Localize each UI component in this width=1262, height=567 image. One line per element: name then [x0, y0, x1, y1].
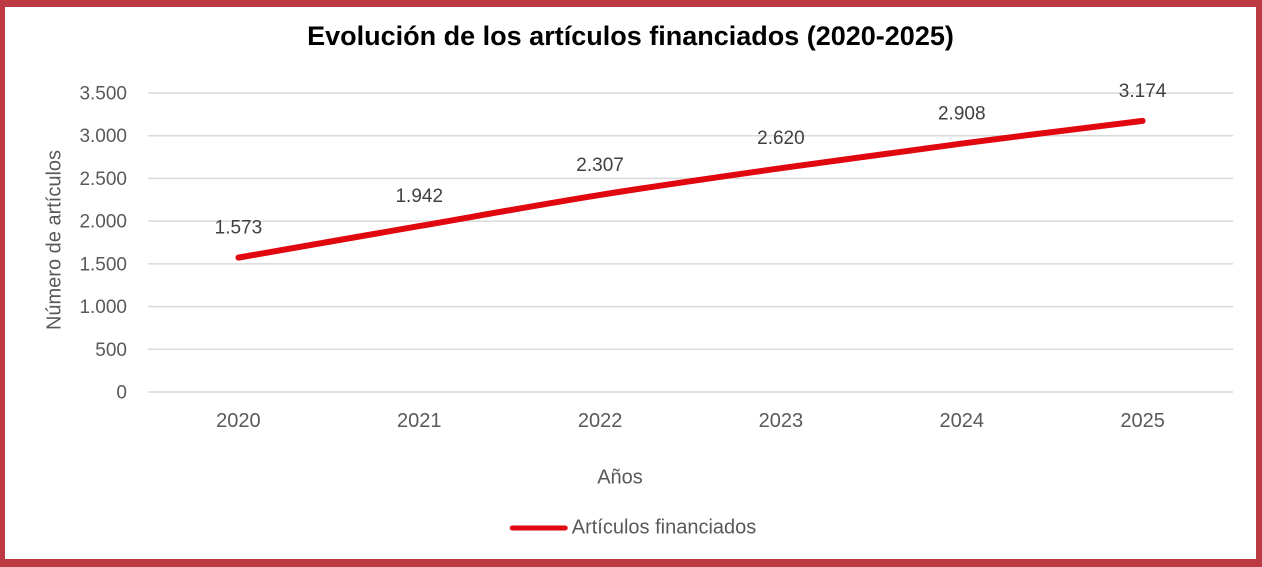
legend-line-marker: [509, 525, 568, 531]
data-label: 3.174: [1119, 81, 1167, 102]
legend-series-label: Artículos financiados: [571, 516, 757, 539]
x-axis-title: Años: [597, 466, 643, 489]
series-line: [235, 117, 1146, 261]
x-tick-label: 2021: [397, 410, 442, 432]
x-tick-label: 2022: [578, 410, 623, 432]
y-tick-label: 500: [95, 340, 127, 361]
plot-area: 0 500 1.000 1.500 2.000 2.500 3.000 3.500 2020 20…: [79, 81, 1233, 432]
y-tick-label: 3.500: [79, 84, 127, 105]
legend: Artículos financiados: [509, 516, 757, 540]
y-tick-label: 3.000: [79, 126, 127, 147]
data-label: 2.908: [938, 104, 986, 125]
chart-title: Evolución de los artículos financiados (…: [307, 21, 954, 51]
y-axis-title: Número de artículos: [43, 149, 66, 331]
y-tick-label: 1.500: [79, 254, 127, 275]
x-tick-label: 2023: [759, 410, 804, 432]
data-label: 2.620: [757, 128, 805, 149]
data-label: 2.307: [576, 155, 624, 176]
y-tick-label: 2.000: [79, 212, 127, 233]
y-tick-label: 2.500: [79, 169, 127, 190]
y-tick-label: 0: [116, 383, 127, 404]
x-tick-label: 2024: [940, 410, 985, 432]
x-tick-label: 2025: [1120, 410, 1165, 432]
data-label: 1.573: [215, 218, 263, 239]
data-label: 1.942: [395, 186, 443, 207]
y-tick-label: 1.000: [79, 297, 127, 318]
x-tick-label: 2020: [216, 410, 261, 432]
